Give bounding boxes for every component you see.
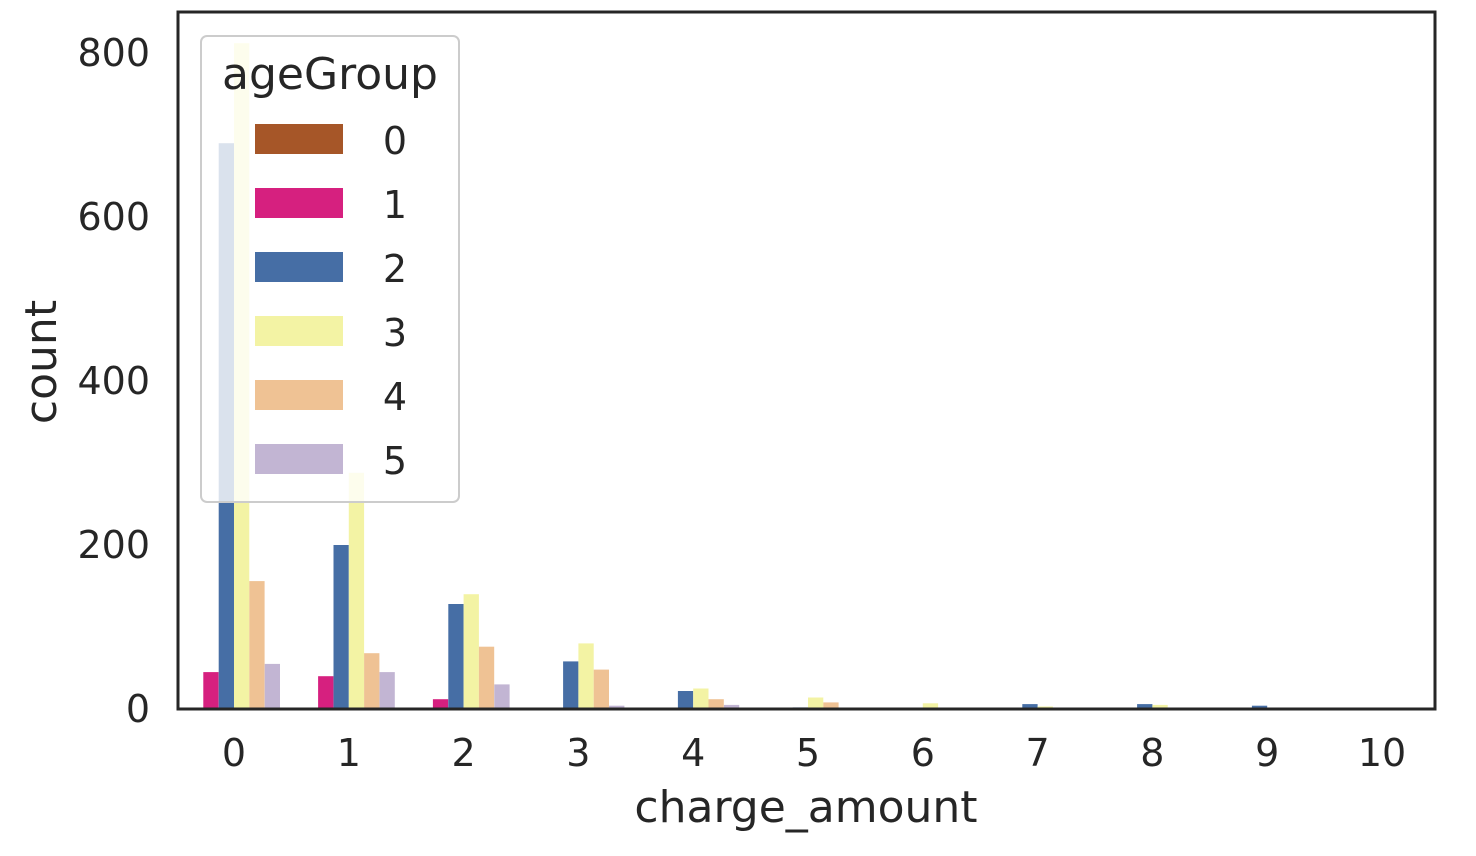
x-tick-label: 8 [1140,731,1164,775]
bar-age3-charge4 [693,688,709,709]
bar-age4-charge4 [708,699,724,709]
x-tick-label: 1 [337,731,361,775]
bar-age5-charge4 [723,704,740,709]
legend-label-4: 4 [383,375,407,419]
y-axis-label: count [16,300,67,424]
x-tick-label: 5 [796,731,820,775]
legend-swatch-3 [255,316,343,346]
legend-title: ageGroup [222,49,438,100]
x-tick-label: 6 [911,731,935,775]
x-tick-label: 0 [222,731,246,775]
legend-swatch-4 [255,380,343,410]
legend-swatch-1 [255,188,343,218]
legend-items: 0 1 2 3 4 5 [255,119,407,483]
x-axis-ticks: 0 1 2 3 4 5 6 7 8 9 10 [222,731,1406,775]
bar-age5-charge0 [264,663,280,709]
bar-age3-charge8 [1152,704,1168,709]
bar-age4-charge5 [823,702,839,709]
bar-age4-charge2 [478,646,495,709]
legend-label-5: 5 [383,439,407,483]
bar-age2-charge9 [1251,705,1268,709]
bar-age2-charge8 [1137,704,1153,709]
y-tick-label: 800 [77,31,150,75]
bar-age5-charge3 [609,705,625,709]
x-tick-label: 2 [452,731,476,775]
y-tick-label: 200 [77,523,150,567]
bar-age2-charge3 [563,661,579,709]
legend-label-3: 3 [383,311,407,355]
y-tick-label: 400 [77,359,150,403]
bar-age3-charge3 [578,643,594,709]
bar-age3-charge2 [463,594,479,709]
bar-age3-charge1 [348,472,365,709]
bar-age2-charge2 [448,604,464,709]
x-tick-label: 9 [1255,731,1279,775]
x-tick-label: 7 [1026,731,1050,775]
bar-age4-charge0 [249,581,265,709]
x-tick-label: 4 [681,731,705,775]
legend-swatch-5 [255,444,343,474]
bar-age1-charge0 [203,672,219,709]
x-tick-label: 3 [566,731,590,775]
legend: ageGroup 0 1 2 3 4 5 [200,35,460,503]
bar-age1-charge2 [432,699,449,709]
bar-age5-charge2 [494,684,510,709]
legend-swatch-2 [255,252,343,282]
legend-swatch-0 [255,124,343,154]
legend-label-1: 1 [383,183,407,227]
x-tick-label: 10 [1358,731,1406,775]
y-axis-ticks: 0 200 400 600 800 [77,31,150,731]
bar-age2-charge7 [1022,704,1038,709]
bar-age2-charge4 [677,691,694,709]
plot-frame [176,10,1437,711]
y-tick-label: 600 [77,195,150,239]
bar-age3-charge6 [922,703,939,709]
bar-age1-charge1 [318,676,334,709]
bar-age4-charge3 [593,669,609,709]
bar-age2-charge1 [333,545,349,709]
x-axis-label: charge_amount [634,782,977,833]
legend-label-2: 2 [383,247,407,291]
bar-age4-charge1 [364,653,380,709]
bar-age3-charge5 [808,697,824,709]
legend-label-0: 0 [383,119,407,163]
y-tick-label: 0 [126,687,150,731]
bar-age5-charge1 [379,672,395,709]
